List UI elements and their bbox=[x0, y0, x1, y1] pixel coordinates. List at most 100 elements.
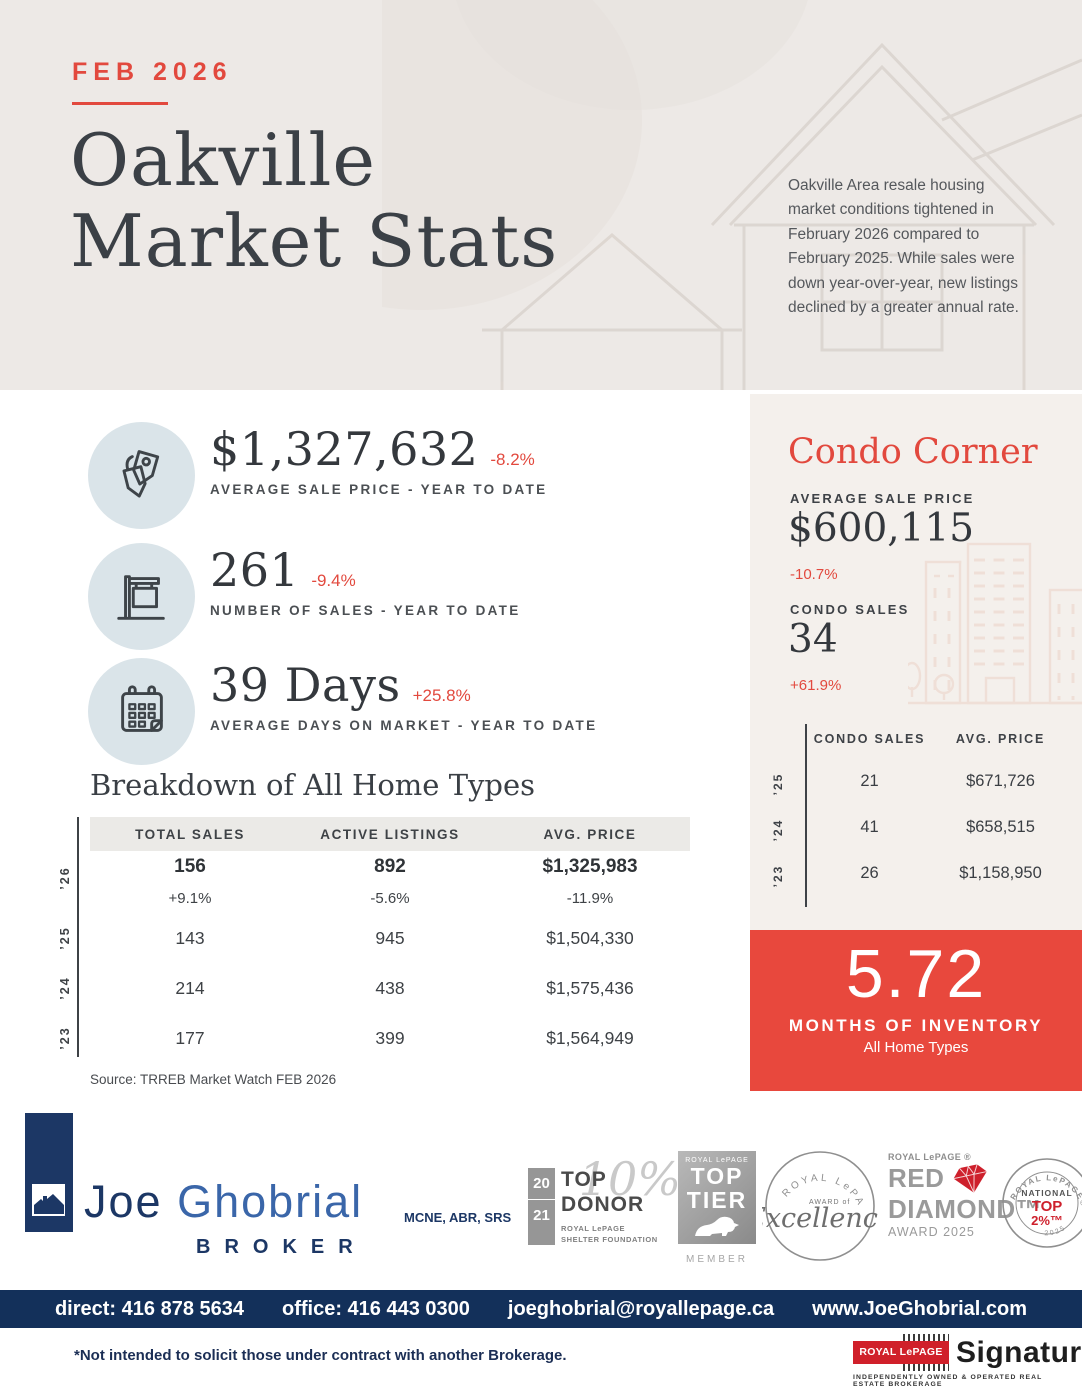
number-of-sales-label: NUMBER OF SALES - YEAR TO DATE bbox=[210, 603, 521, 618]
column-total-sales: TOTAL SALES bbox=[135, 826, 245, 842]
top2-top: TOP bbox=[1032, 1198, 1063, 1215]
cell-active-listings: 399 bbox=[375, 1028, 405, 1048]
number-of-sales-change: -9.4% bbox=[311, 571, 356, 590]
top-donor-year-top: 20 bbox=[528, 1168, 555, 1200]
agent-logo-mark bbox=[25, 1113, 73, 1232]
cell-total-sales: 214 bbox=[175, 978, 205, 998]
cell-total-sales: 177 bbox=[175, 1028, 205, 1048]
brokerage-name: Signature bbox=[956, 1335, 1082, 1369]
top2-national: NATIONAL bbox=[1021, 1188, 1072, 1198]
source-note: Source: TRREB Market Watch FEB 2026 bbox=[90, 1072, 337, 1087]
cell-avg-price: $1,325,983 bbox=[542, 856, 638, 877]
cell-total-sales: 156 bbox=[174, 856, 206, 877]
top-donor-watermark: 10% bbox=[578, 1152, 681, 1206]
inventory-label: MONTHS OF INVENTORY bbox=[788, 1016, 1044, 1035]
number-of-sales-value: 261 bbox=[210, 543, 300, 597]
top-tier-member: MEMBER bbox=[686, 1254, 748, 1265]
table-row: 177 399 $1,564,949 bbox=[90, 1028, 690, 1049]
agent-name: Joe Ghobrial bbox=[84, 1176, 363, 1228]
contact-email[interactable]: joeghobrial@royallepage.ca bbox=[507, 1297, 775, 1320]
table-row-changes: +9.1% -5.6% -11.9% bbox=[90, 890, 690, 907]
year-label-26: ’26 bbox=[58, 866, 72, 890]
cell-total-sales-change: +9.1% bbox=[168, 890, 212, 907]
column-avg-price: AVG. PRICE bbox=[543, 826, 637, 842]
brokerage-brand: ROYAL LePAGE bbox=[853, 1341, 949, 1364]
top-donor-years: 20 21 bbox=[528, 1168, 555, 1246]
breakdown-table-rule bbox=[77, 817, 79, 1057]
cell-active-listings: 945 bbox=[375, 928, 405, 948]
market-summary-text: Oakville Area resale housing market cond… bbox=[788, 177, 1019, 317]
top-donor-org2: SHELTER FOUNDATION bbox=[561, 1234, 658, 1244]
condo-table-row: 41 $658,515 bbox=[812, 818, 1074, 837]
red-diamond-icon bbox=[953, 1164, 988, 1193]
inventory-sublabel: All Home Types bbox=[863, 1039, 969, 1056]
contact-office-phone[interactable]: office: 416 443 0300 bbox=[282, 1297, 470, 1320]
cell-avg-price: $1,504,330 bbox=[546, 928, 634, 948]
top-tier-line1: TOP bbox=[690, 1163, 744, 1189]
condo-table-header: CONDO SALES AVG. PRICE bbox=[812, 732, 1074, 746]
days-on-market-value: 39 Days bbox=[210, 658, 401, 712]
column-active-listings: ACTIVE LISTINGS bbox=[320, 826, 460, 842]
top-donor-badge: 20 21 10% TOP DONOR ROYAL LePAGE SHELTER… bbox=[528, 1152, 681, 1246]
table-row: 214 438 $1,575,436 bbox=[90, 978, 690, 999]
condo-avg-price-label: AVERAGE SALE PRICE bbox=[790, 491, 975, 506]
breakdown-table-header: TOTAL SALES ACTIVE LISTINGS AVG. PRICE bbox=[90, 817, 690, 851]
days-on-market-stat: 39 Days +25.8% AVERAGE DAYS ON MARKET - Y… bbox=[210, 656, 597, 733]
top-donor-line1: TOP bbox=[561, 1168, 607, 1191]
cell-avg-price: $1,575,436 bbox=[546, 978, 634, 998]
sale-sign-icon bbox=[88, 543, 195, 650]
brokerage-logo-stripes-bottom bbox=[903, 1364, 949, 1371]
brokerage-tagline: INDEPENDENTLY OWNED & OPERATED REAL ESTA… bbox=[853, 1374, 1043, 1388]
year-label-25: ’25 bbox=[58, 926, 72, 950]
condo-table-rule bbox=[805, 724, 807, 907]
agent-last-name: Ghobrial bbox=[177, 1176, 364, 1227]
cell-active-listings-change: -5.6% bbox=[370, 890, 410, 907]
top-donor-org1: ROYAL LePAGE bbox=[561, 1223, 626, 1233]
brokerage-logo: ROYAL LePAGE Signature INDEPENDENTLY OWN… bbox=[853, 1334, 1082, 1388]
page-title: Oakville Market Stats bbox=[70, 120, 558, 281]
brokerage-logo-stripes-top bbox=[903, 1334, 949, 1341]
top-donor-year-bottom: 21 bbox=[533, 1207, 550, 1224]
excellence-name: Excellence bbox=[762, 1203, 878, 1234]
red-diamond-line3: AWARD 2025 bbox=[888, 1225, 975, 1240]
contact-website[interactable]: www.JoeGhobrial.com bbox=[812, 1297, 1028, 1320]
months-of-inventory-box: 5.72 MONTHS OF INVENTORY All Home Types bbox=[750, 930, 1082, 1091]
days-on-market-change: +25.8% bbox=[412, 686, 471, 705]
condo-year-label-24: ’24 bbox=[771, 818, 785, 842]
polar-bear-icon bbox=[695, 1217, 739, 1237]
header-section: FEB 2026 Oakville Market Stats Oakville … bbox=[0, 0, 1082, 390]
red-diamond-line2: DIAMOND™ bbox=[888, 1194, 1043, 1224]
year-label-24: ’24 bbox=[58, 976, 72, 1000]
condo-cell-sales: 41 bbox=[860, 818, 879, 836]
contact-bar: direct: 416 878 5634 office: 416 443 030… bbox=[0, 1290, 1082, 1328]
period-label: FEB 2026 bbox=[72, 58, 233, 86]
national-top-2-badge: ROYAL LePAGE® NATIONAL TOP 2%™ 2025 bbox=[1002, 1158, 1082, 1248]
breakdown-heading: Breakdown of All Home Types bbox=[90, 768, 536, 802]
year-label-23: ’23 bbox=[58, 1026, 72, 1050]
top-tier-line2: TIER bbox=[686, 1187, 748, 1214]
condo-year-label-25: ’25 bbox=[771, 772, 785, 796]
contact-direct-phone[interactable]: direct: 416 878 5634 bbox=[54, 1297, 244, 1320]
condo-avg-price-change: -10.7% bbox=[790, 566, 838, 583]
avg-sale-price-change: -8.2% bbox=[490, 450, 535, 469]
cell-avg-price-change: -11.9% bbox=[566, 890, 614, 907]
red-diamond-brand: ROYAL LePAGE ® bbox=[888, 1152, 972, 1162]
page-title-line2: Market Stats bbox=[70, 198, 559, 283]
agent-first-name: Joe bbox=[84, 1176, 163, 1227]
price-tags-icon bbox=[88, 422, 195, 529]
page-title-line1: Oakville bbox=[70, 118, 376, 202]
condo-cell-avg-price: $658,515 bbox=[966, 818, 1035, 836]
red-diamond-badge: ROYAL LePAGE ® RED DIAMOND™ AWARD 2025 bbox=[888, 1152, 1043, 1240]
condo-year-label-23: ’23 bbox=[771, 864, 785, 888]
agent-designations: MCNE, ABR, SRS bbox=[404, 1210, 512, 1225]
period-underline bbox=[72, 102, 168, 105]
condo-avg-price-value: $600,115 bbox=[788, 506, 975, 551]
condo-cell-avg-price: $671,726 bbox=[966, 772, 1035, 790]
agent-role: BROKER bbox=[196, 1236, 367, 1258]
number-of-sales-stat: 261 -9.4% NUMBER OF SALES - YEAR TO DATE bbox=[210, 541, 521, 618]
disclaimer-text: *Not intended to solicit those under con… bbox=[74, 1347, 567, 1364]
excellence-award-of: AWARD of bbox=[809, 1199, 850, 1206]
top2-percent: 2%™ bbox=[1031, 1213, 1063, 1228]
condo-corner-panel: Condo Corner AVERAGE SALE PRICE $600,115… bbox=[750, 394, 1082, 930]
